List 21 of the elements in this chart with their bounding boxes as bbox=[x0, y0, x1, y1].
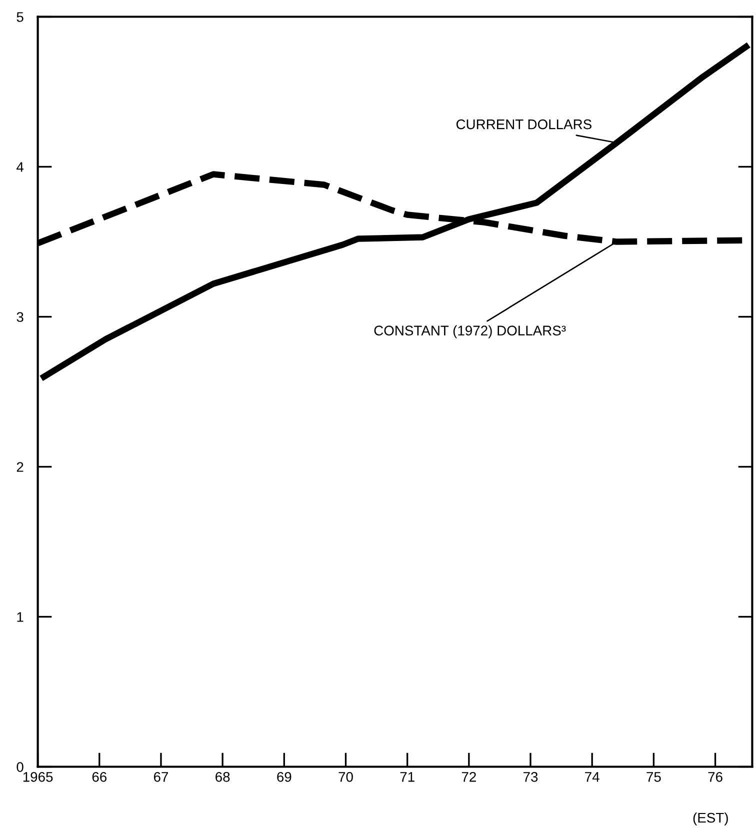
y-tick-label: 1 bbox=[17, 612, 24, 622]
y-tick-label: 2 bbox=[16, 462, 24, 472]
x-tick-label: 1965 bbox=[23, 772, 53, 782]
text: CONSTANT (1972) DOLLARS³ bbox=[374, 325, 566, 338]
y-tick-label: 5 bbox=[16, 12, 24, 22]
x-tick-label: 76 bbox=[708, 772, 722, 782]
text: (EST) bbox=[693, 812, 728, 826]
x-tick-label: 73 bbox=[523, 772, 538, 782]
x-tick-label: 68 bbox=[216, 772, 230, 782]
x-tick-label: 74 bbox=[585, 772, 600, 782]
x-tick-label: 69 bbox=[277, 772, 292, 782]
y-tick-label: 4 bbox=[16, 162, 24, 172]
x-tick-label: 72 bbox=[462, 772, 476, 782]
x-tick-label: 71 bbox=[400, 772, 414, 782]
x-tick-label: 66 bbox=[92, 772, 106, 782]
x-tick-label: 75 bbox=[646, 772, 661, 782]
series-label: CURRENT DOLLARS bbox=[456, 119, 592, 130]
y-tick-label: 3 bbox=[16, 312, 24, 322]
x-tick-label: 67 bbox=[154, 772, 168, 782]
x-tick-label: 70 bbox=[338, 772, 353, 782]
y-tick-label: 0 bbox=[16, 762, 24, 772]
